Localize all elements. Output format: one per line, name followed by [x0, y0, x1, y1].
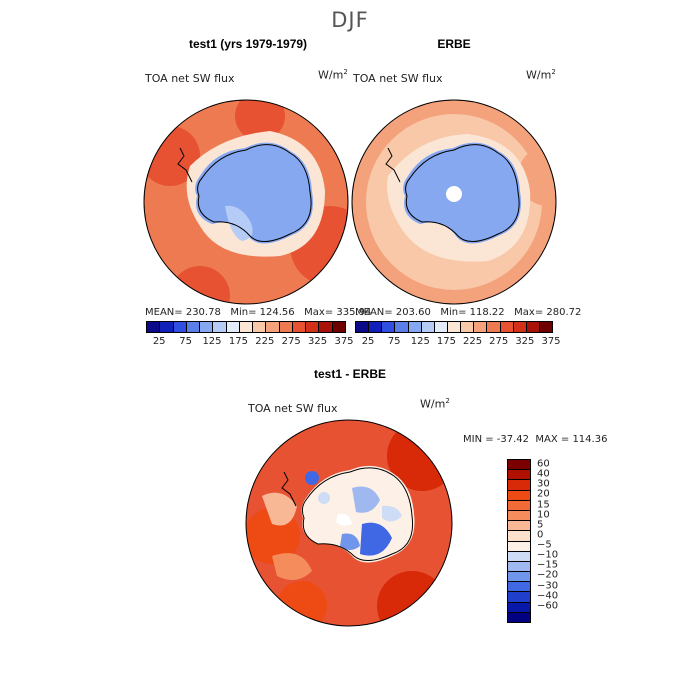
colorbar-right-swatch [461, 322, 475, 332]
colorbar-diff-swatch [508, 602, 530, 613]
colorbar-left-swatch [266, 322, 280, 332]
variable-label-right: TOA net SW flux [353, 72, 443, 85]
colorbar-right-swatch [513, 322, 527, 332]
colorbar-right-tick-label: 225 [463, 336, 483, 347]
colorbar-diff-tick-label: −10 [537, 549, 559, 561]
colorbar-left-swatch [186, 322, 201, 332]
map-diff [245, 419, 453, 627]
units-label-left: W/m2 [318, 68, 348, 82]
colorbar-diff-swatch [508, 572, 530, 583]
colorbar-left-tick-label: 275 [281, 336, 301, 347]
colorbar-right-swatch [539, 322, 553, 332]
colorbar-diff-tick-label: −5 [537, 539, 552, 551]
colorbar-left-swatch [253, 322, 267, 332]
colorbar-diff-swatch [508, 541, 530, 552]
colorbar-diff-swatch [508, 521, 530, 532]
colorbar-left-tick-label: 75 [179, 336, 192, 347]
colorbar-diff-tick-label: 20 [537, 488, 550, 500]
colorbar-left [146, 321, 346, 333]
colorbar-right-tick-label: 375 [541, 336, 561, 347]
colorbar-diff-swatch [508, 582, 530, 593]
colorbar-diff [507, 459, 531, 623]
colorbar-left-swatch [147, 322, 161, 332]
colorbar-diff-swatch [508, 592, 530, 603]
panel-title-erbe: ERBE [437, 37, 471, 51]
colorbar-right-swatch [421, 322, 435, 332]
colorbar-left-swatch [306, 322, 320, 332]
colorbar-diff-tick-label: −20 [537, 569, 559, 581]
colorbar-right-swatch [382, 322, 396, 332]
colorbar-left-tick-label: 25 [152, 336, 166, 347]
colorbar-right-tick-label: 25 [361, 336, 375, 347]
figure-title: DJF [331, 8, 369, 32]
colorbar-diff-tick-label: 30 [537, 478, 550, 490]
units-label-right: W/m2 [526, 68, 556, 82]
colorbar-diff-tick-label: −40 [537, 590, 559, 602]
colorbar-right-swatch [526, 322, 540, 332]
colorbar-diff-swatch [508, 460, 530, 471]
colorbar-right-tick-label: 275 [489, 336, 509, 347]
colorbar-diff-tick-label: 60 [537, 458, 550, 470]
colorbar-diff-tick-label: −60 [537, 600, 559, 612]
colorbar-left-swatch [213, 322, 227, 332]
colorbar-right [355, 321, 553, 333]
variable-label-left: TOA net SW flux [145, 72, 235, 85]
units-label-diff: W/m2 [420, 397, 450, 411]
colorbar-diff-tick-label: 40 [537, 468, 550, 480]
colorbar-diff-swatch [508, 490, 530, 501]
panel-title-diff: test1 - ERBE [313, 367, 387, 381]
colorbar-diff-swatch [508, 510, 530, 522]
colorbar-diff-swatch [508, 500, 530, 511]
colorbar-diff-labels: 60 40 30 20 15 10 5 0 −5 −10 −15 −20 −30 −40 −60 [537, 459, 577, 621]
map-test1 [143, 99, 349, 305]
colorbar-left-swatch [173, 322, 187, 332]
colorbar-left-tick-label: 225 [255, 336, 275, 347]
colorbar-left-swatch [292, 322, 307, 332]
colorbar-left-swatch [160, 322, 174, 332]
colorbar-right-swatch [434, 322, 448, 332]
colorbar-diff-tick-label: 0 [537, 529, 544, 541]
colorbar-left-swatch [332, 322, 345, 332]
colorbar-right-tick-label: 175 [436, 336, 456, 347]
colorbar-left-swatch [239, 322, 254, 332]
colorbar-diff-swatch [508, 551, 530, 562]
colorbar-right-swatch [474, 322, 488, 332]
colorbar-left-tick-label: 375 [334, 336, 354, 347]
colorbar-left-swatch [279, 322, 293, 332]
colorbar-right-labels: 25 75 125 175 225 275 325 375 [355, 336, 561, 350]
colorbar-diff-swatch [508, 480, 530, 491]
colorbar-right-tick-label: 325 [515, 336, 535, 347]
colorbar-right-swatch [487, 322, 501, 332]
colorbar-diff-swatch [508, 470, 530, 481]
colorbar-right-swatch [356, 322, 370, 332]
colorbar-left-labels: 25 75 125 175 225 275 325 375 [146, 336, 354, 350]
colorbar-diff-swatch [508, 612, 530, 622]
stats-diff: MIN = -37.42 MAX = 114.36 [463, 434, 608, 445]
colorbar-right-swatch [447, 322, 462, 332]
colorbar-diff-swatch [508, 531, 530, 542]
colorbar-left-swatch [319, 322, 333, 332]
colorbar-left-tick-label: 125 [202, 336, 222, 347]
colorbar-right-swatch [395, 322, 409, 332]
colorbar-right-swatch [369, 322, 383, 332]
colorbar-diff-tick-label: 15 [537, 499, 550, 511]
colorbar-diff-tick-label: 10 [537, 509, 550, 521]
stats-right: MEAN= 203.60 Min= 118.22 Max= 280.72 [355, 307, 582, 318]
colorbar-left-swatch [200, 322, 214, 332]
panel-title-test1: test1 (yrs 1979-1979) [188, 37, 308, 51]
colorbar-diff-tick-label: −30 [537, 580, 559, 592]
colorbar-diff-tick-label: −15 [537, 559, 559, 571]
colorbar-left-tick-label: 175 [228, 336, 248, 347]
stats-left: MEAN= 230.78 Min= 124.56 Max= 335.94 [145, 307, 372, 318]
colorbar-left-tick-label: 325 [308, 336, 328, 347]
colorbar-right-swatch [500, 322, 514, 332]
colorbar-diff-swatch [508, 561, 530, 573]
colorbar-right-tick-label: 75 [387, 336, 401, 347]
colorbar-diff-tick-label: 5 [537, 519, 544, 531]
colorbar-right-swatch [408, 322, 422, 332]
colorbar-right-tick-label: 125 [410, 336, 430, 347]
map-erbe [351, 99, 557, 305]
variable-label-diff: TOA net SW flux [248, 402, 338, 415]
colorbar-left-swatch [226, 322, 240, 332]
